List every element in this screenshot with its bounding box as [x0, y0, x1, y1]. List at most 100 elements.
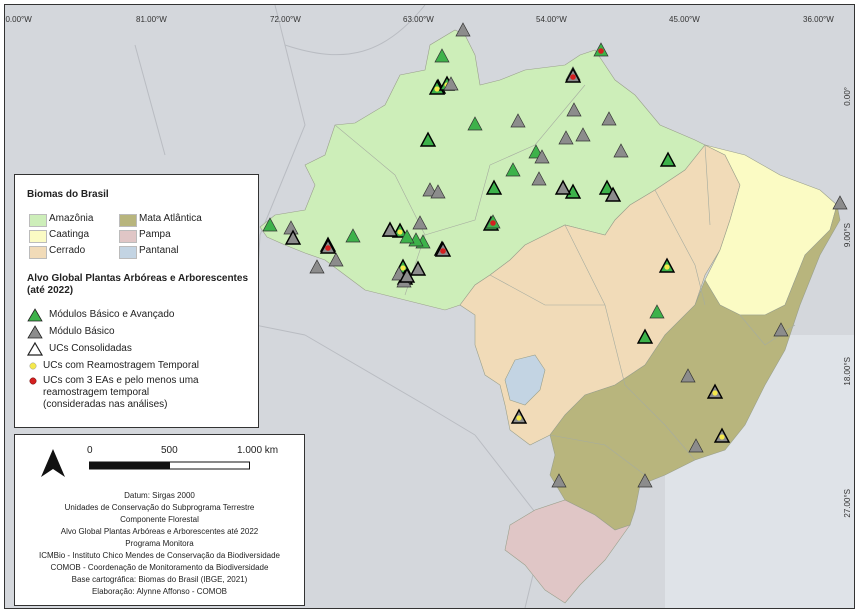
resampling-dot-icon [712, 390, 718, 396]
lon-tick: 45.00°W [669, 15, 700, 24]
legend-label: Módulo Básico [49, 326, 115, 337]
site-basic-icon [604, 186, 622, 202]
resampling-dot-icon [400, 265, 406, 271]
site-basic-icon [443, 76, 459, 91]
site-basic-icon [412, 215, 428, 230]
triangle-outline-icon [26, 341, 44, 356]
site-basic-icon [430, 184, 446, 199]
legend-label: UCs Consolidadas [49, 343, 132, 354]
legend-swatch [119, 214, 137, 227]
triangle-green-icon [27, 308, 43, 322]
site-basic-icon [398, 267, 416, 283]
site-basic-advanced-icon [598, 179, 616, 195]
site-basic-icon [558, 130, 574, 145]
site-basic-icon [531, 171, 547, 186]
lon-tick: 90.00°W [4, 15, 32, 24]
scale-bar [89, 461, 250, 470]
site-basic-advanced-icon [485, 179, 503, 195]
legend-swatch [29, 214, 47, 227]
legend-swatch [119, 230, 137, 243]
site-basic-icon [551, 473, 567, 488]
lon-tick: 81.00°W [136, 15, 167, 24]
legend-swatch [29, 246, 47, 259]
lat-tick: 0.00° [843, 87, 852, 106]
legend-biomes-title: Biomas do Brasil [27, 189, 109, 200]
north-arrow-icon [41, 449, 65, 477]
site-basic-advanced-icon [659, 151, 677, 167]
map-frame: 90.00°W 81.00°W 72.00°W 63.00°W 54.00°W … [4, 4, 855, 609]
three-eas-dot-icon [570, 74, 576, 80]
site-basic-icon [554, 179, 572, 195]
legend-label: Cerrado [49, 245, 86, 256]
legend-swatch [119, 246, 137, 259]
three-eas-dot-icon [490, 220, 496, 226]
site-basic-icon [534, 149, 550, 164]
resampling-dot-icon [397, 229, 403, 235]
scale-label: 0 [87, 445, 93, 456]
lon-tick: 63.00°W [403, 15, 434, 24]
site-basic-advanced-icon [399, 229, 415, 244]
site-basic-icon [309, 259, 325, 274]
monitoring-sites [262, 22, 848, 488]
map-legend: Biomas do Brasil Amazônia Mata Atlântica… [14, 174, 259, 428]
lon-tick: 54.00°W [536, 15, 567, 24]
site-basic-icon [773, 322, 789, 337]
scale-label: 500 [161, 445, 178, 456]
three-eas-dot-icon [325, 245, 331, 251]
credit-line: COMOB - Coordenação de Monitoramento da … [50, 563, 269, 572]
lat-tick: 18.00°S [843, 357, 852, 386]
site-basic-advanced-icon [419, 131, 437, 147]
red-dot-icon [29, 377, 37, 385]
legend-label: UCs com Reamostragem Temporal [43, 360, 199, 371]
site-basic-icon [601, 111, 617, 126]
site-basic-icon [680, 368, 696, 383]
credit-line: Base cartográfica: Biomas do Brasil (IBG… [71, 575, 248, 584]
credit-line: ICMBio - Instituto Chico Mendes de Conse… [38, 551, 280, 560]
triangle-gray-icon [27, 325, 43, 339]
legend-label: Mata Atlântica [139, 213, 202, 224]
site-basic-advanced-icon [345, 228, 361, 243]
legend-label: Amazônia [49, 213, 94, 224]
resampling-dot-icon [664, 264, 670, 270]
site-basic-advanced-icon [467, 116, 483, 131]
lat-tick: 9.00°S [843, 223, 852, 248]
legend-label: Caatinga [49, 229, 90, 240]
site-basic-advanced-icon [649, 304, 665, 319]
legend-swatch [29, 230, 47, 243]
site-basic-advanced-icon [564, 183, 582, 199]
biome-amazonia [259, 29, 706, 311]
site-basic-advanced-icon [636, 328, 654, 344]
biome-pampa [504, 499, 631, 604]
site-basic-icon [832, 195, 848, 210]
credit-line: Datum: Sirgas 2000 [124, 491, 195, 500]
credit-line: Elaboração: Alynne Affonso - COMOB [91, 587, 228, 596]
resampling-dot-icon [719, 434, 725, 440]
legend-label: Pantanal [139, 245, 179, 256]
credit-line: Componente Florestal [120, 515, 199, 524]
yellow-dot-icon [29, 362, 37, 370]
legend-label: (consideradas nas análises) [43, 399, 168, 410]
site-basic-icon [575, 127, 591, 142]
resampling-dot-icon [434, 86, 440, 92]
resampling-dot-icon [516, 415, 522, 421]
lat-tick: 27.00°S [843, 489, 852, 518]
lon-tick: 36.00°W [803, 15, 834, 24]
site-basic-icon [566, 102, 582, 117]
credit-line: Unidades de Conservação do Subprograma T… [64, 503, 255, 512]
credits-box: 0 500 1.000 km Datum: Sirgas 2000 Unidad… [14, 434, 305, 606]
legend-label: Módulos Básico e Avançado [49, 309, 175, 320]
legend-label: reamostragem temporal [43, 387, 150, 398]
legend-label: UCs com 3 EAs e pelo menos uma [43, 375, 199, 386]
site-basic-icon [381, 221, 399, 237]
site-basic-icon [409, 260, 427, 276]
site-basic-advanced-icon [434, 48, 450, 63]
biome-pantanal [504, 354, 546, 406]
site-basic-icon [637, 473, 653, 488]
three-eas-dot-icon [440, 248, 446, 254]
site-basic-icon [328, 252, 344, 267]
scale-label: 1.000 km [237, 445, 279, 456]
credit-line: Programa Monitora [125, 539, 194, 548]
lon-tick: 72.00°W [270, 15, 301, 24]
site-basic-icon [613, 143, 629, 158]
legend-symbols [26, 308, 44, 385]
